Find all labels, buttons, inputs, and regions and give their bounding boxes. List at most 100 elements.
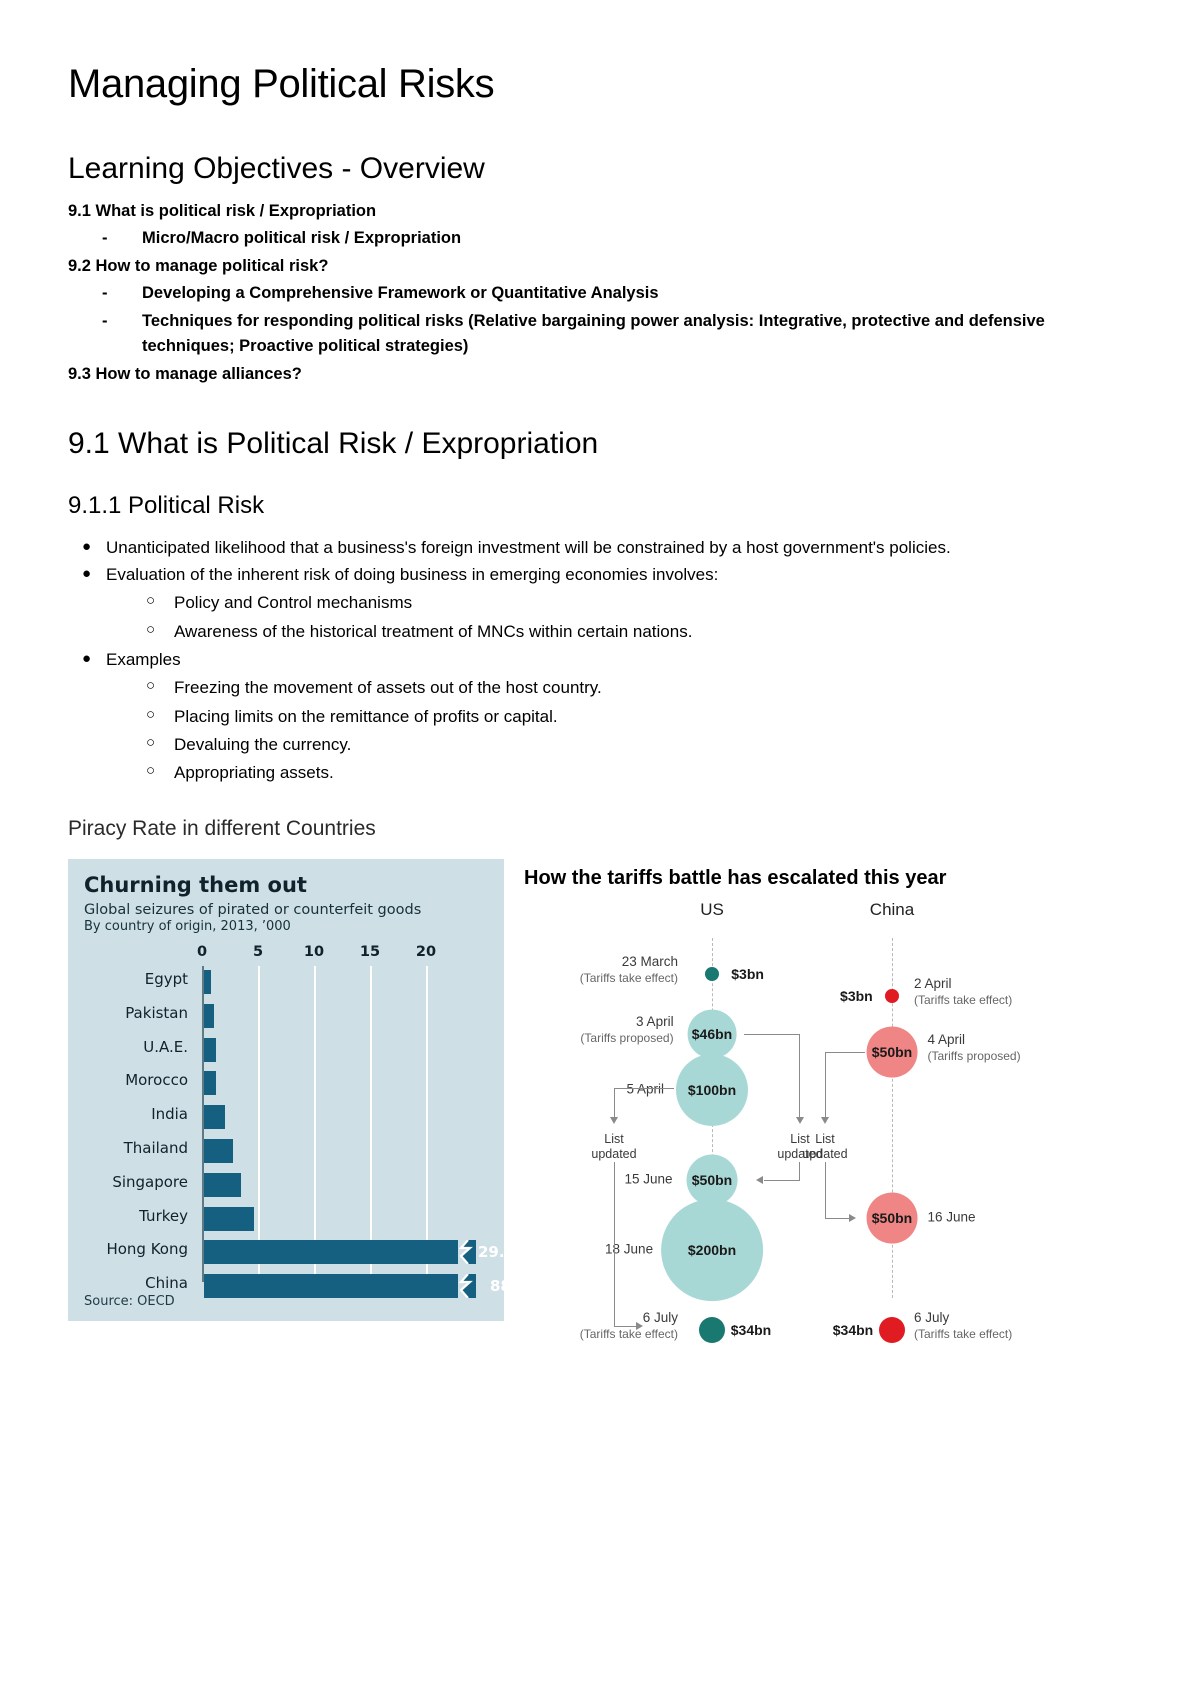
bar <box>204 969 211 994</box>
objective-subitem: - Developing a Comprehensive Framework o… <box>102 281 1132 307</box>
timeline-node-value-us: $46bn <box>691 1025 733 1042</box>
timeline-date-text: 16 June <box>927 1209 976 1225</box>
timeline-date-us: 15 June <box>624 1171 672 1188</box>
objective-subitem-label: Techniques for responding political risk… <box>142 311 1045 356</box>
sub-list-item-text: Appropriating assets. <box>174 763 334 783</box>
sub-list-item-text: Devaluing the currency. <box>174 735 352 755</box>
chart-bars: Egypt Pakistan U.A.E. Morocco India Thailand S… <box>106 966 527 1299</box>
bar <box>204 1138 234 1163</box>
timeline-date-note: (Tariffs take effect) <box>579 970 678 985</box>
sub-list-item-text: Awareness of the historical treatment of… <box>174 621 693 641</box>
learning-objectives-heading: Learning Objectives - Overview <box>68 152 485 185</box>
column-header-us: US <box>700 899 724 919</box>
annotation-list-updated: List updated <box>802 1131 848 1161</box>
bar <box>204 1240 476 1265</box>
timeline-date-text: 6 July <box>914 1309 950 1325</box>
sublist: ○ Policy and Control mechanisms ○ Awaren… <box>106 590 1132 645</box>
bar-category-label: Pakistan <box>125 1003 188 1022</box>
connector-line <box>614 1161 615 1326</box>
arrow-right-icon <box>849 1213 856 1222</box>
figures-row: Churning them out Global seizures of pir… <box>68 858 1132 1343</box>
bar <box>204 1071 217 1096</box>
timeline-node-value-china: $50bn <box>871 1209 913 1226</box>
timeline-node-china <box>866 1192 918 1244</box>
bar-category-label: China <box>145 1274 188 1293</box>
circle-bullet-icon: ○ <box>146 734 156 752</box>
connector-line <box>825 1217 851 1219</box>
timeline-node-value-china: $50bn <box>871 1043 913 1060</box>
timeline-date-note: (Tariffs proposed) <box>927 1048 1021 1063</box>
section-heading: 9.1 What is Political Risk / Expropriati… <box>68 427 599 461</box>
timeline-date-us: 23 March (Tariffs take effect) <box>580 954 678 986</box>
page-title: Managing Political Risks <box>68 62 495 106</box>
objective-item: 9.2 How to manage political risk? <box>68 256 329 275</box>
bar <box>204 1274 476 1299</box>
bar-row: Hong Kong 29.8 <box>106 1236 515 1270</box>
timeline-date-text: 3 April <box>636 1013 674 1029</box>
gridline <box>258 965 260 1282</box>
piracy-bar-chart: Churning them out Global seizures of pir… <box>68 858 527 1321</box>
sub-list-item: ○ Appropriating assets. <box>140 760 1132 786</box>
connector-line <box>744 1033 800 1035</box>
chart-subtitle: Global seizures of pirated or counterfei… <box>84 901 422 918</box>
gridline <box>202 965 204 1282</box>
objective-subitem-label: Developing a Comprehensive Framework or … <box>142 284 659 303</box>
x-tick-label: 5 <box>252 943 264 960</box>
document-page: Managing Political Risks Learning Object… <box>68 62 1132 1343</box>
x-tick-label: 10 <box>303 943 325 960</box>
objective-item: 9.3 How to manage alliances? <box>68 364 302 383</box>
bar-category-label: Thailand <box>123 1138 188 1157</box>
connector-line <box>825 1051 865 1053</box>
bullet-icon: ● <box>82 565 92 583</box>
timeline-node-china <box>866 1026 918 1078</box>
x-tick-label: 0 <box>196 943 208 960</box>
timeline-node-value-us: $200bn <box>687 1241 737 1258</box>
dash-marker: - <box>102 311 108 330</box>
list-item: ● Examples ○ Freezing the movement of as… <box>68 647 1132 787</box>
sub-list-item-text: Policy and Control mechanisms <box>174 593 413 613</box>
objective-subitem: - Techniques for responding political ri… <box>102 309 1132 360</box>
objective-sublist: - Micro/Macro political risk / Expropria… <box>68 226 1132 252</box>
sub-list-item: ○ Freezing the movement of assets out of… <box>140 675 1132 701</box>
political-risk-bullets: ● Unanticipated likelihood that a busine… <box>68 535 1132 787</box>
connector-line <box>614 1087 615 1118</box>
tariff-title: How the tariffs battle has escalated thi… <box>524 866 947 889</box>
bar <box>204 1105 226 1130</box>
x-tick-label: 15 <box>359 943 381 960</box>
timeline-node-value-us: $3bn <box>731 965 764 982</box>
list-item-text: Unanticipated likelihood that a business… <box>106 537 951 557</box>
bar-category-label: Morocco <box>125 1071 188 1090</box>
bar-row: Pakistan <box>125 1000 488 1034</box>
timeline-node-us <box>686 1154 738 1206</box>
circle-bullet-icon: ○ <box>146 762 156 780</box>
circle-bullet-icon: ○ <box>146 677 156 695</box>
connector-line <box>614 1087 674 1089</box>
list-item: ● Unanticipated likelihood that a busine… <box>68 535 1132 561</box>
timeline-node-us <box>676 1053 748 1126</box>
annotation-list-updated: List updated <box>777 1131 823 1161</box>
arrow-left-icon <box>756 1175 763 1184</box>
tariff-columns: US China $3bn 23 March (Tariffs take effect)… <box>522 899 1052 1343</box>
chart-plot-area: 0 5 10 15 20 Egypt Pakistan U.A.E. Morocco India… <box>106 943 527 1299</box>
timeline-date-note: (Tariffs proposed) <box>580 1030 674 1045</box>
bar-category-label: Hong Kong <box>106 1240 188 1259</box>
sub-list-item: ○ Policy and Control mechanisms <box>140 590 1132 616</box>
sub-list-item-text: Placing limits on the remittance of prof… <box>174 706 558 726</box>
circle-bullet-icon: ○ <box>146 592 156 610</box>
arrow-right-icon <box>636 1321 643 1330</box>
timeline-date-text: 15 June <box>624 1171 673 1187</box>
figure-heading: Piracy Rate in different Countries <box>68 816 376 840</box>
column-header-china: China <box>869 899 915 919</box>
objective-subitem-label: Micro/Macro political risk / Expropriati… <box>142 229 462 248</box>
bar <box>204 1037 217 1062</box>
chart-source: Source: OECD <box>84 1293 175 1309</box>
timeline-node-us <box>687 1009 737 1059</box>
timeline-date-note: (Tariffs take effect) <box>579 1326 678 1341</box>
timeline-node-value-china: $34bn <box>832 1321 874 1338</box>
sublist: ○ Freezing the movement of assets out of… <box>106 675 1132 786</box>
connector-line <box>764 1179 800 1181</box>
bar-category-label: Turkey <box>139 1206 188 1225</box>
timeline-node-us <box>699 1316 725 1343</box>
bar-category-label: Egypt <box>144 969 188 988</box>
connector-line <box>825 1051 826 1118</box>
